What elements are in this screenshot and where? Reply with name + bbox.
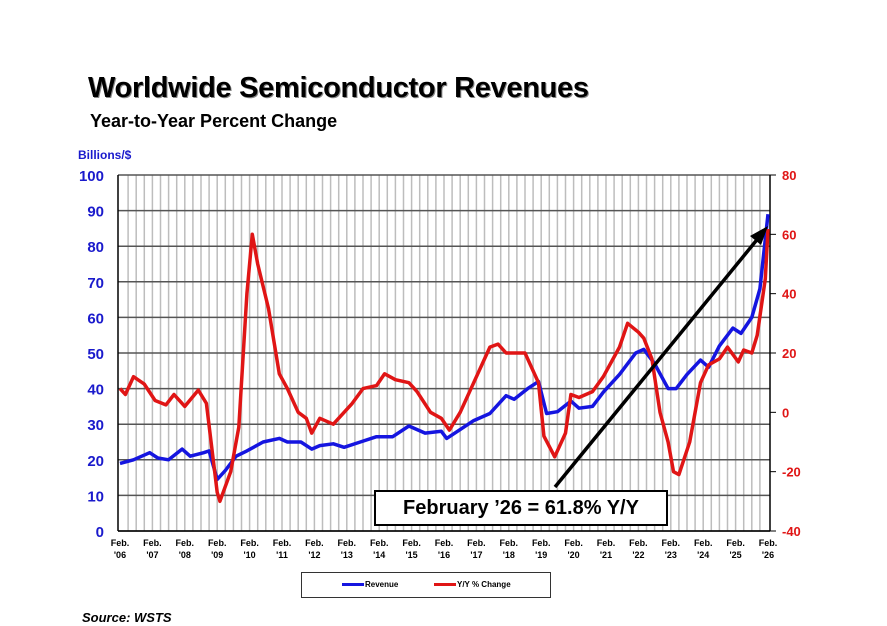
- x-tick-label-month: Feb.: [273, 538, 292, 548]
- x-tick-label-year: '11: [276, 550, 288, 560]
- left-axis-label: Billions/$: [78, 148, 132, 162]
- x-tick-label-year: '25: [730, 550, 742, 560]
- x-tick-label-month: Feb.: [240, 538, 259, 548]
- source-note: Source: WSTS: [82, 610, 172, 625]
- x-tick-label-year: '21: [600, 550, 612, 560]
- chart-subtitle: Year-to-Year Percent Change: [90, 111, 338, 131]
- x-tick-label-year: '18: [503, 550, 515, 560]
- legend-swatch-revenue: [342, 583, 364, 586]
- x-tick-label-year: '08: [179, 550, 191, 560]
- right-tick-label: -40: [782, 524, 801, 539]
- annotation-arrow-shaft: [553, 234, 762, 489]
- right-tick-label: 60: [782, 227, 796, 242]
- yy-change-line: [118, 228, 770, 504]
- x-tick-label-year: '09: [211, 550, 223, 560]
- legend-item-revenue: Revenue: [342, 580, 398, 589]
- x-tick-label-year: '22: [632, 550, 644, 560]
- right-tick-label: -20: [782, 465, 801, 480]
- x-tick-label-month: Feb.: [370, 538, 389, 548]
- left-tick-label: 80: [87, 239, 104, 256]
- revenue-line: [119, 214, 770, 482]
- x-tick-label-year: '24: [697, 550, 709, 560]
- x-tick-label-month: Feb.: [435, 538, 454, 548]
- x-tick-label-month: Feb.: [305, 538, 324, 548]
- x-tick-label-month: Feb.: [629, 538, 648, 548]
- x-tick-label-month: Feb.: [694, 538, 713, 548]
- x-tick-label-month: Feb.: [662, 538, 681, 548]
- x-tick-label-month: Feb.: [338, 538, 357, 548]
- x-tick-label-year: '19: [535, 550, 547, 560]
- x-tick-label-month: Feb.: [726, 538, 745, 548]
- left-tick-label: 100: [79, 168, 104, 185]
- left-tick-label: 50: [87, 346, 104, 363]
- left-tick-label: 30: [87, 417, 104, 434]
- left-tick-label: 0: [96, 524, 104, 541]
- legend-item-yy-change: Y/Y % Change: [434, 580, 511, 589]
- right-tick-label: 40: [782, 287, 796, 302]
- x-tick-label-year: '26: [762, 550, 774, 560]
- x-tick-label-year: '10: [244, 550, 256, 560]
- left-tick-label: 90: [87, 204, 104, 221]
- left-tick-label: 10: [87, 488, 104, 505]
- annotation-arrow-head: [750, 226, 768, 245]
- left-tick-label: 40: [87, 382, 104, 399]
- x-tick-label-month: Feb.: [532, 538, 551, 548]
- right-tick-label: 20: [782, 346, 796, 361]
- left-tick-label: 20: [87, 453, 104, 470]
- left-tick-label: 70: [87, 275, 104, 292]
- x-tick-label-year: '15: [406, 550, 418, 560]
- x-tick-label-month: Feb.: [402, 538, 421, 548]
- chart-title: Worldwide Semiconductor Revenues: [88, 72, 589, 104]
- x-tick-label-year: '07: [146, 550, 158, 560]
- legend-swatch-yy-change: [434, 583, 456, 586]
- x-tick-label-month: Feb.: [208, 538, 227, 548]
- x-tick-label-year: '12: [308, 550, 320, 560]
- x-tick-label-year: '23: [665, 550, 677, 560]
- x-tick-label-month: Feb.: [564, 538, 583, 548]
- x-tick-label-year: '13: [341, 550, 353, 560]
- x-tick-label-year: '20: [568, 550, 580, 560]
- x-tick-label-year: '17: [470, 550, 482, 560]
- legend: Revenue Y/Y % Change: [301, 572, 551, 598]
- legend-label-revenue: Revenue: [365, 580, 399, 589]
- legend-label-yy-change: Y/Y % Change: [457, 580, 511, 589]
- x-tick-label-month: Feb.: [176, 538, 195, 548]
- x-tick-label-month: Feb.: [500, 538, 519, 548]
- x-tick-label-month: Feb.: [597, 538, 616, 548]
- left-tick-label: 60: [87, 310, 104, 327]
- x-tick-label-month: Feb.: [467, 538, 486, 548]
- x-tick-label-month: Feb.: [759, 538, 778, 548]
- x-tick-label-year: '14: [373, 550, 385, 560]
- right-tick-label: 80: [782, 168, 796, 183]
- x-tick-label-month: Feb.: [143, 538, 162, 548]
- x-tick-label-year: '16: [438, 550, 450, 560]
- right-tick-label: 0: [782, 405, 789, 420]
- annotation-box: February ’26 = 61.8% Y/Y: [374, 490, 668, 526]
- x-tick-label-month: Feb.: [111, 538, 130, 548]
- x-tick-label-year: '06: [114, 550, 126, 560]
